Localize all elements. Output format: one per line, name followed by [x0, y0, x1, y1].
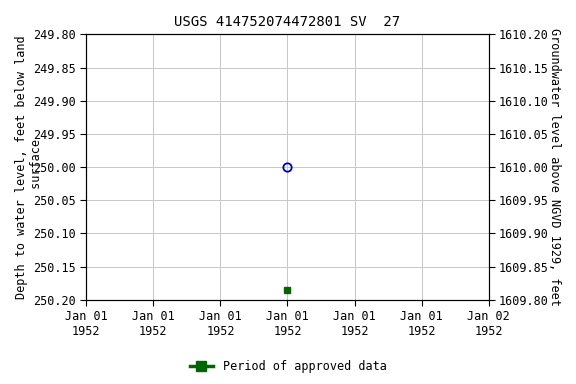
Legend: Period of approved data: Period of approved data: [185, 356, 391, 378]
Title: USGS 414752074472801 SV  27: USGS 414752074472801 SV 27: [175, 15, 400, 29]
Y-axis label: Depth to water level, feet below land
 surface: Depth to water level, feet below land su…: [15, 35, 43, 299]
Y-axis label: Groundwater level above NGVD 1929, feet: Groundwater level above NGVD 1929, feet: [548, 28, 561, 306]
